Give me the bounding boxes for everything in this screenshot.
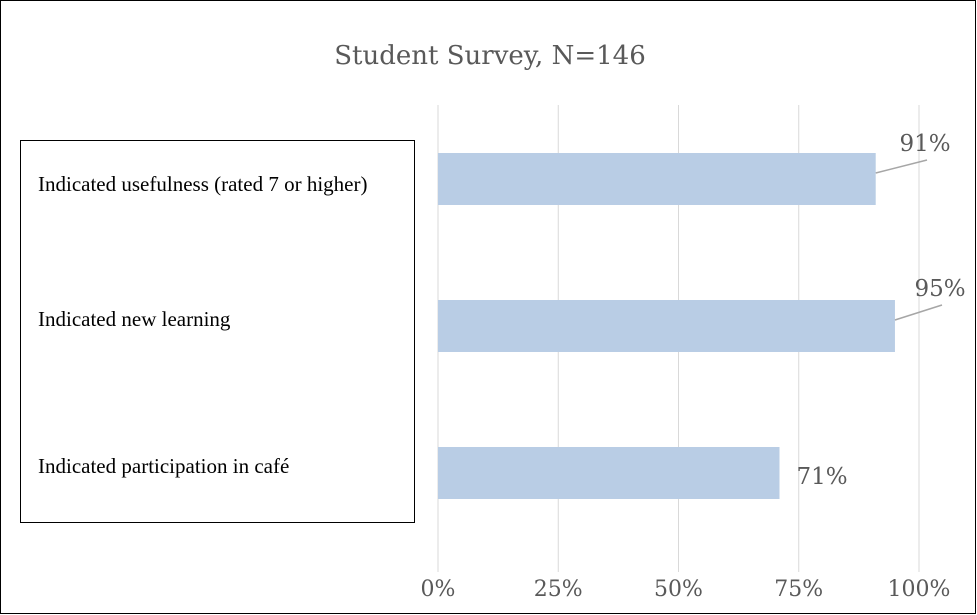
x-tick-label: 25% [534, 577, 583, 602]
data-label: 91% [899, 131, 950, 157]
leader-line [894, 304, 943, 321]
x-tick-label: 0% [421, 577, 456, 602]
chart-title: Student Survey, N=146 [334, 41, 645, 71]
x-tick-label: 50% [654, 577, 703, 602]
data-label: 95% [914, 276, 965, 302]
category-label: Indicated new learning [38, 307, 231, 331]
x-tick-label: 100% [888, 577, 951, 602]
bar [438, 300, 895, 352]
bar [438, 447, 780, 499]
data-label: 71% [797, 464, 848, 490]
category-label: Indicated participation in café [38, 454, 290, 478]
category-label: Indicated usefulness (rated 7 or higher) [38, 172, 368, 196]
leader-line [875, 159, 928, 174]
x-tick-label: 75% [774, 577, 823, 602]
category-box [20, 140, 415, 523]
bar [438, 153, 876, 205]
